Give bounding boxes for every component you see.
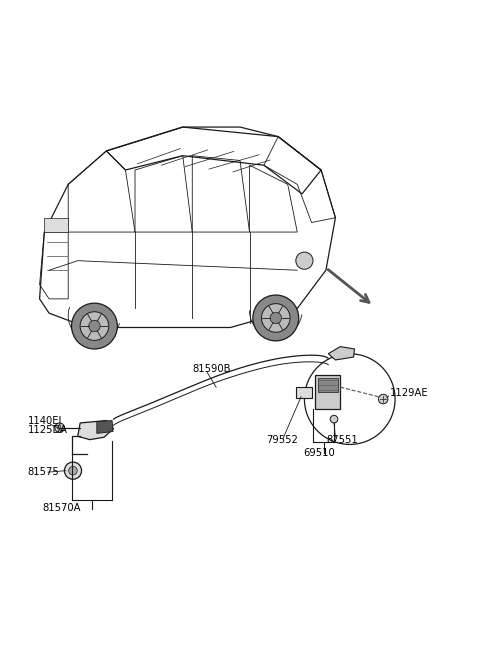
- Circle shape: [55, 423, 64, 432]
- Circle shape: [69, 466, 77, 475]
- Text: 87551: 87551: [326, 435, 358, 445]
- Polygon shape: [44, 217, 68, 232]
- Text: 81575: 81575: [28, 467, 60, 477]
- Circle shape: [80, 312, 109, 341]
- Text: 1140EJ: 1140EJ: [28, 415, 62, 426]
- Text: 79552: 79552: [266, 435, 298, 445]
- Polygon shape: [296, 387, 312, 398]
- Polygon shape: [97, 421, 113, 434]
- Text: 81570A: 81570A: [42, 503, 81, 513]
- Circle shape: [64, 462, 82, 479]
- Circle shape: [330, 415, 338, 423]
- Circle shape: [270, 312, 281, 324]
- Polygon shape: [315, 375, 340, 409]
- Text: 1125DA: 1125DA: [28, 425, 68, 435]
- Polygon shape: [328, 346, 355, 360]
- Circle shape: [262, 304, 290, 332]
- Circle shape: [253, 295, 299, 341]
- Circle shape: [296, 252, 313, 269]
- Circle shape: [72, 303, 117, 349]
- Polygon shape: [78, 421, 114, 440]
- Text: 1129AE: 1129AE: [390, 388, 429, 398]
- Circle shape: [378, 394, 388, 404]
- Text: 81590B: 81590B: [192, 364, 231, 375]
- Circle shape: [89, 320, 100, 332]
- Polygon shape: [318, 378, 338, 392]
- Text: 69510: 69510: [303, 447, 335, 458]
